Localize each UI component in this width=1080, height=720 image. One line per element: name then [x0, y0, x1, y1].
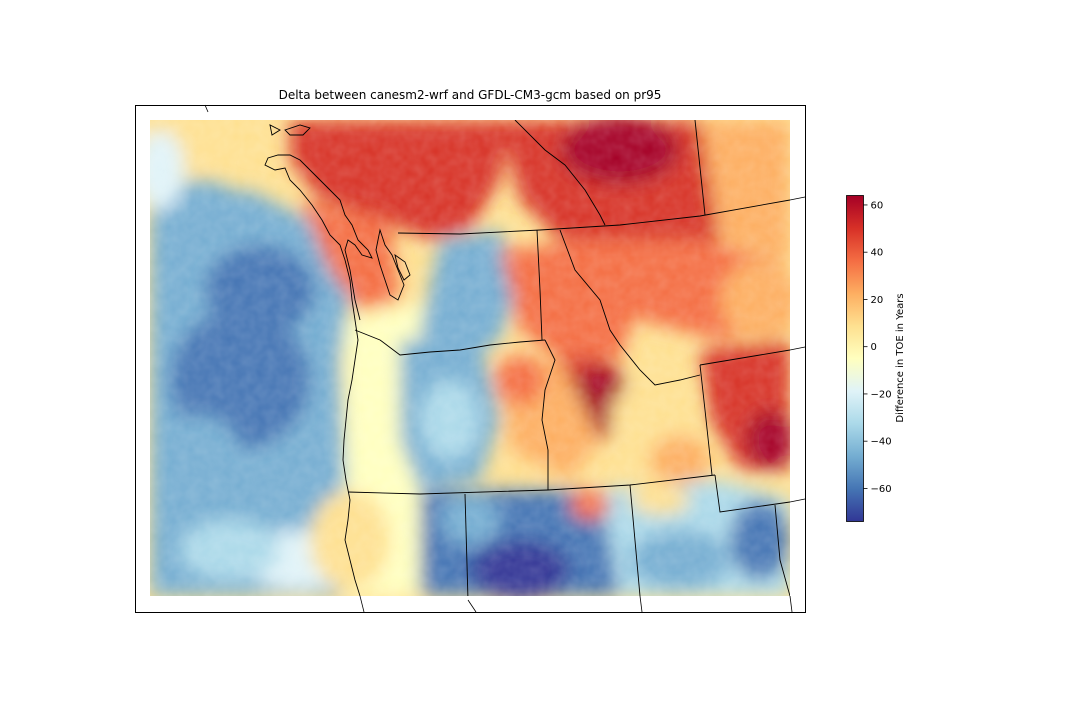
- colorbar-tick-label: 20: [871, 295, 884, 306]
- colorbar-tick-label: −40: [871, 437, 892, 448]
- colorbar-tick-label: 60: [871, 200, 884, 211]
- frame-extensions: [204, 104, 806, 613]
- colorbar: 60 40 20 0 −20 −40 −60 Difference in TOE in Ye…: [846, 195, 906, 522]
- border-id-mt: [559, 229, 701, 386]
- map-boundaries: [264, 120, 790, 596]
- colorbar-label: Difference in TOE in Years: [895, 293, 906, 422]
- colorbar-ticks: 60 40 20 0 −20 −40 −60: [863, 200, 892, 495]
- border-id-wy: [699, 364, 713, 476]
- border-wy-south: [714, 474, 790, 513]
- colorbar-tick-label: 40: [871, 248, 884, 259]
- border-bc-ab: [514, 120, 606, 226]
- colorbar-tick-label: −20: [871, 389, 892, 400]
- border-mt-wy: [699, 349, 790, 366]
- colorbar-bar: [846, 195, 864, 522]
- border-wa-id: [536, 229, 543, 341]
- border-ut-co: [774, 504, 790, 596]
- heatmap-field: [150, 120, 790, 596]
- border-canada-us: [397, 199, 790, 235]
- colorbar-tick-label: −60: [871, 484, 892, 495]
- border-or-id: [541, 339, 556, 490]
- coastline: [264, 154, 373, 596]
- border-wa-or: [354, 329, 546, 356]
- border-ca-nv: [464, 493, 469, 596]
- map-title: Delta between canesm2-wrf and GFDL-CM3-g…: [279, 88, 662, 102]
- colorbar-tick-label: 0: [871, 342, 877, 353]
- border-ab-sk: [694, 120, 706, 216]
- border-or-south: [347, 489, 549, 495]
- border-nv-ut: [629, 484, 641, 596]
